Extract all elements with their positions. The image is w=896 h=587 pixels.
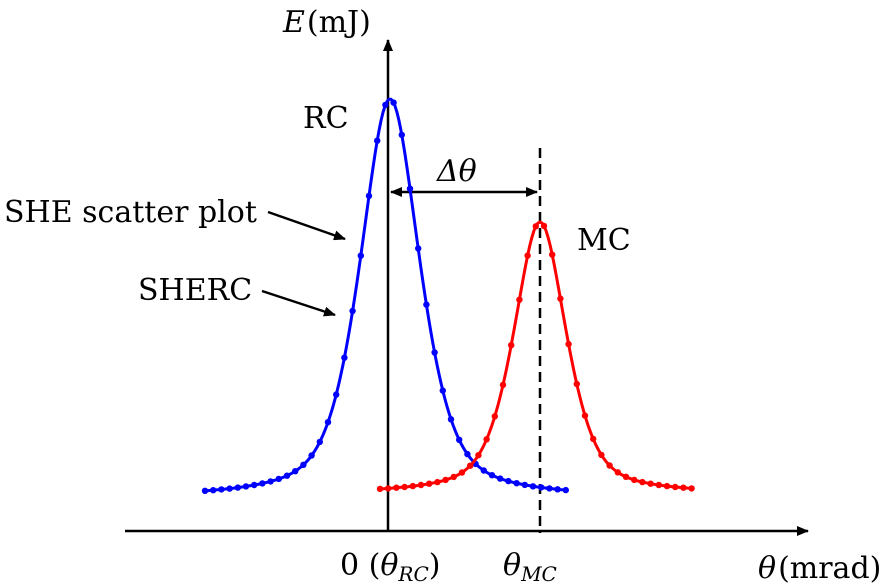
mc-scatter-point <box>581 412 589 419</box>
rc-scatter-point <box>521 481 528 489</box>
rc-curve <box>201 97 569 494</box>
rc-curve-label: RC <box>303 101 349 136</box>
rc-scatter-point <box>529 483 537 490</box>
mc-scatter-point <box>590 435 597 443</box>
rc-scatter-point <box>488 472 496 479</box>
rc-scatter-point <box>439 387 446 394</box>
mc-scatter-point <box>647 480 654 487</box>
mc-line <box>379 220 693 491</box>
mc-scatter-point <box>549 251 556 258</box>
y-axis-label: E(mJ) <box>282 5 371 40</box>
mc-scatter-point <box>573 380 580 388</box>
mc-scatter-point <box>483 436 490 443</box>
rc-scatter-point <box>341 354 348 361</box>
rc-line <box>204 97 568 493</box>
mc-scatter-point <box>557 295 564 302</box>
mc-scatter-point <box>385 485 392 492</box>
mc-scatter-point <box>540 222 548 230</box>
scatter-note-arrow <box>267 210 346 241</box>
rc-scatter-point <box>497 475 504 482</box>
rc-scatter-point <box>308 452 315 459</box>
mc-scatter-point <box>639 478 646 486</box>
mc-scatter-point <box>450 473 457 481</box>
mc-scatter-point <box>393 484 400 491</box>
mc-scatter-point <box>532 223 539 230</box>
mc-tick-label: θMC <box>503 548 557 586</box>
x-axis-label: θ(mrad) <box>758 551 881 586</box>
rc-scatter-point <box>324 419 332 426</box>
rc-scatter-point <box>415 245 422 252</box>
rc-scatter-point <box>283 472 291 479</box>
rc-scatter-point <box>251 481 258 489</box>
sherc-note-label: SHERC <box>138 273 252 308</box>
mc-scatter-point <box>663 482 671 490</box>
rc-scatter-point <box>365 192 373 200</box>
sherc-note-arrow <box>261 289 336 317</box>
mc-curve <box>376 220 695 493</box>
mc-scatter-point <box>426 480 433 487</box>
rc-scatter-point <box>431 349 438 356</box>
rc-scatter-point <box>390 99 397 106</box>
rc-scatter-point <box>480 467 487 474</box>
rc-scatter-point <box>242 483 250 490</box>
mc-curve-label: MC <box>577 223 631 258</box>
mc-scatter-point <box>467 462 474 469</box>
mc-scatter-point <box>458 469 466 476</box>
rc-scatter-point <box>554 486 561 493</box>
mc-scatter-point <box>491 413 498 420</box>
rc-scatter-point <box>275 475 282 483</box>
mc-scatter-point <box>631 476 638 484</box>
rc-scatter-point <box>218 486 225 493</box>
mc-scatter-point <box>499 381 507 389</box>
rc-scatter-point <box>300 461 307 468</box>
mc-scatter-point <box>434 478 441 486</box>
rc-scatter-point <box>456 436 463 443</box>
scatter-note-label: SHE scatter plot <box>4 195 257 230</box>
rc-scatter-point <box>210 487 217 494</box>
mc-scatter-point <box>606 462 613 469</box>
mc-scatter-point <box>524 252 531 259</box>
rc-scatter-point <box>349 307 356 315</box>
rc-scatter-point <box>201 487 209 494</box>
mc-scatter-point <box>614 469 621 476</box>
mc-scatter-point <box>508 342 515 349</box>
mc-scatter-point <box>655 481 662 489</box>
rc-scatter-point <box>267 478 274 485</box>
mc-scatter-point <box>401 483 408 491</box>
mc-scatter-point <box>672 483 679 491</box>
mc-scatter-point <box>680 484 687 491</box>
rc-scatter-point <box>259 480 266 487</box>
rc-scatter-point <box>357 252 364 259</box>
mc-scatter-point <box>475 452 482 459</box>
mc-scatter-point <box>622 473 630 480</box>
mc-scatter-point <box>516 296 523 303</box>
rc-scatter-point <box>226 485 233 492</box>
rc-scatter-point <box>374 137 381 144</box>
rc-scatter-point <box>447 416 455 423</box>
rc-scatter-point <box>382 101 389 109</box>
mc-scatter-point <box>565 340 572 348</box>
rc-scatter-point <box>406 185 414 192</box>
rc-scatter-point <box>538 484 545 491</box>
rc-scatter-point <box>398 131 405 139</box>
mc-scatter-point <box>409 482 416 490</box>
mc-scatter-point <box>598 451 605 459</box>
mc-scatter-point <box>417 481 425 489</box>
rc-scatter-point <box>234 484 241 491</box>
rc-scatter-point <box>562 486 569 494</box>
rc-scatter-point <box>333 391 340 398</box>
rc-scatter-point <box>505 477 512 485</box>
mc-scatter-point <box>688 485 695 492</box>
rc-scatter-point <box>464 450 471 458</box>
rc-scatter-point <box>292 468 299 475</box>
origin-tick-label: 0 (θRC) <box>340 548 440 586</box>
rc-scatter-point <box>316 438 323 446</box>
mc-scatter-point <box>376 485 384 493</box>
rc-scatter-point <box>546 485 553 492</box>
rc-scatter-point <box>513 480 520 487</box>
rc-scatter-point <box>423 301 430 308</box>
delta-theta-label: Δθ <box>436 154 477 189</box>
mc-scatter-point <box>442 476 449 484</box>
